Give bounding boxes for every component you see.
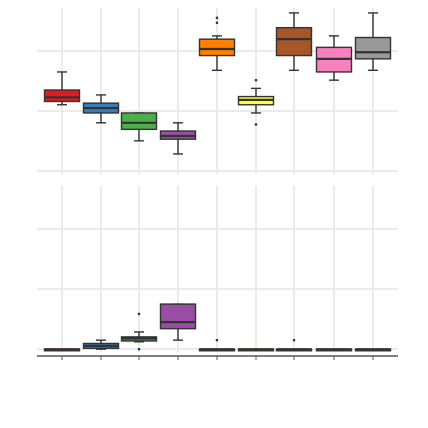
box-5 — [198, 16, 236, 72]
box-2 — [82, 339, 120, 350]
box-iqr — [159, 303, 197, 330]
box-iqr — [275, 26, 313, 57]
box-iqr — [120, 112, 158, 131]
box-6 — [237, 78, 275, 126]
outlier-point — [137, 347, 141, 351]
box-9 — [354, 12, 392, 72]
box-7 — [275, 12, 313, 72]
outlier-point — [254, 123, 258, 126]
outlier-point — [215, 16, 219, 20]
bottom-panel — [37, 186, 398, 352]
outlier-point — [215, 338, 219, 342]
box-2 — [82, 94, 120, 124]
box-iqr — [198, 38, 236, 57]
outlier-point — [292, 338, 296, 342]
box-3 — [120, 112, 158, 142]
box-3 — [120, 312, 158, 351]
top-panel — [37, 8, 398, 174]
box-7 — [275, 338, 313, 352]
box-iqr — [43, 89, 81, 103]
outlier-point — [254, 78, 258, 82]
outlier-point — [137, 312, 141, 316]
box-5 — [198, 338, 236, 352]
box-9 — [354, 348, 392, 352]
box-4 — [159, 122, 197, 155]
box-iqr — [354, 36, 392, 60]
x-axis-ticks — [61, 356, 374, 360]
box-8 — [315, 35, 353, 81]
box-1 — [43, 71, 81, 106]
outlier-point — [215, 21, 219, 25]
box-6 — [237, 348, 275, 352]
box-1 — [43, 348, 81, 352]
box-4 — [159, 303, 197, 341]
box-8 — [315, 348, 353, 352]
